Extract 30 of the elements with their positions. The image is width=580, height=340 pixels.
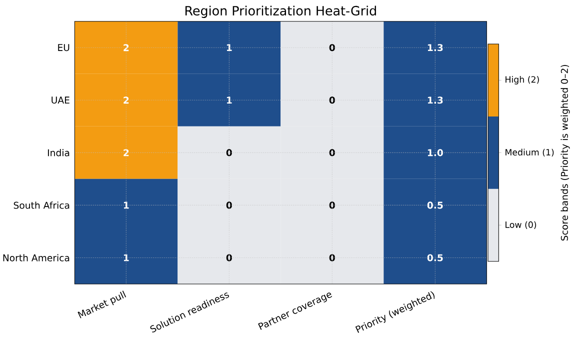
data-label: 1.3 <box>428 96 443 104</box>
data-label: 0 <box>329 44 335 52</box>
data-label: 1 <box>124 202 129 209</box>
y-tick-label: UAE <box>52 96 70 104</box>
data-label: 2 <box>124 44 129 52</box>
y-tick-label: India <box>48 149 70 156</box>
y-tick-label: South Africa <box>14 202 70 209</box>
data-label: 1 <box>226 96 232 104</box>
data-label: 0 <box>329 202 335 209</box>
data-label: 1.0 <box>428 149 443 156</box>
y-tick-label: EU <box>58 44 70 52</box>
data-label: 0 <box>226 149 232 156</box>
data-label: 0.5 <box>427 202 443 209</box>
data-label: 1 <box>226 44 232 52</box>
color-bar-label: High (2) <box>506 76 539 84</box>
data-label: 0 <box>329 149 335 156</box>
data-label: 2 <box>124 149 129 156</box>
data-label: 0.5 <box>427 254 443 262</box>
data-label: 2 <box>124 96 129 104</box>
data-label: 0 <box>226 254 232 262</box>
y-tick-label: North America <box>3 254 70 262</box>
data-label: 0 <box>329 254 335 262</box>
data-label: 0 <box>226 202 232 209</box>
color-bar-label: Medium (1) <box>506 148 554 157</box>
data-label: 1.3 <box>428 44 443 52</box>
data-label: 1 <box>124 254 129 262</box>
data-label: 0 <box>329 96 335 104</box>
color-bar-title: Score bands (Priority is weighted 0–2) <box>560 64 570 241</box>
chart-title: Region Prioritization Heat-Grid <box>185 6 376 18</box>
color-bar-label: Low (0) <box>506 221 536 229</box>
